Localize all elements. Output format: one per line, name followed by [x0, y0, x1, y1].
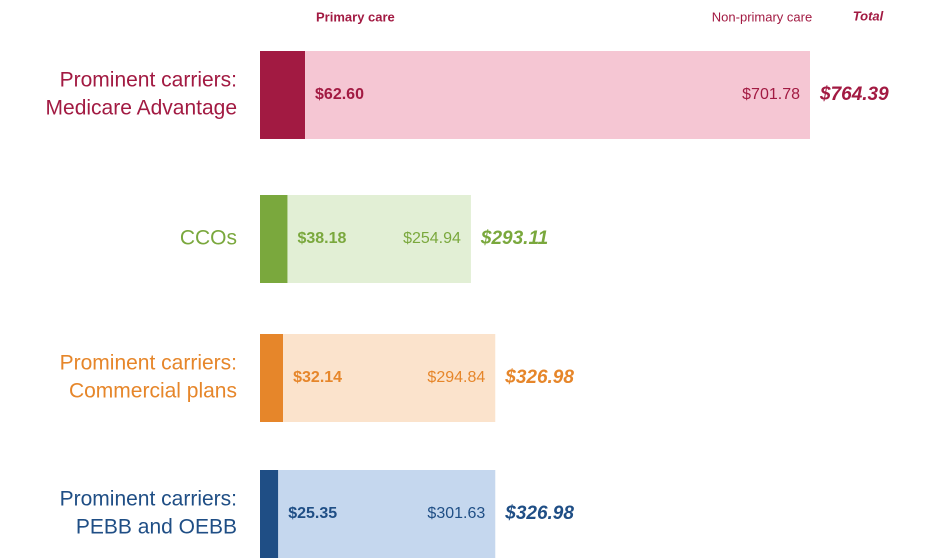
bar-primary	[260, 334, 284, 422]
value-label-non-primary: $301.63	[427, 505, 485, 522]
bar-primary	[260, 470, 279, 558]
bar-non-primary	[278, 470, 496, 558]
value-label-primary: $38.18	[297, 230, 346, 247]
legend-non-primary: Non-primary care	[712, 9, 812, 24]
category-label: Commercial plans	[69, 380, 237, 403]
bar-non-primary	[287, 195, 471, 283]
category-label: Prominent carriers:	[60, 69, 237, 92]
value-label-primary: $25.35	[288, 505, 337, 522]
category-label: Prominent carriers:	[60, 352, 237, 375]
total-label: $293.11	[480, 228, 548, 249]
category-label: Medicare Advantage	[46, 97, 237, 120]
value-label-non-primary: $294.84	[427, 369, 485, 386]
bar-non-primary	[283, 334, 496, 422]
value-label-primary: $32.14	[293, 369, 342, 386]
category-label: PEBB and OEBB	[76, 516, 237, 539]
total-label: $764.39	[819, 84, 889, 105]
bar-non-primary	[305, 51, 810, 139]
category-label: CCOs	[180, 227, 237, 250]
total-label: $326.98	[504, 503, 574, 524]
total-label: $326.98	[504, 367, 574, 388]
bar-primary	[260, 195, 288, 283]
bar-primary	[260, 51, 306, 139]
value-label-non-primary: $254.94	[403, 230, 461, 247]
legend-primary: Primary care	[316, 9, 395, 24]
category-label: Prominent carriers:	[60, 488, 237, 511]
value-label-primary: $62.60	[315, 86, 364, 103]
value-label-non-primary: $701.78	[742, 86, 800, 103]
total-header: Total	[853, 8, 884, 23]
